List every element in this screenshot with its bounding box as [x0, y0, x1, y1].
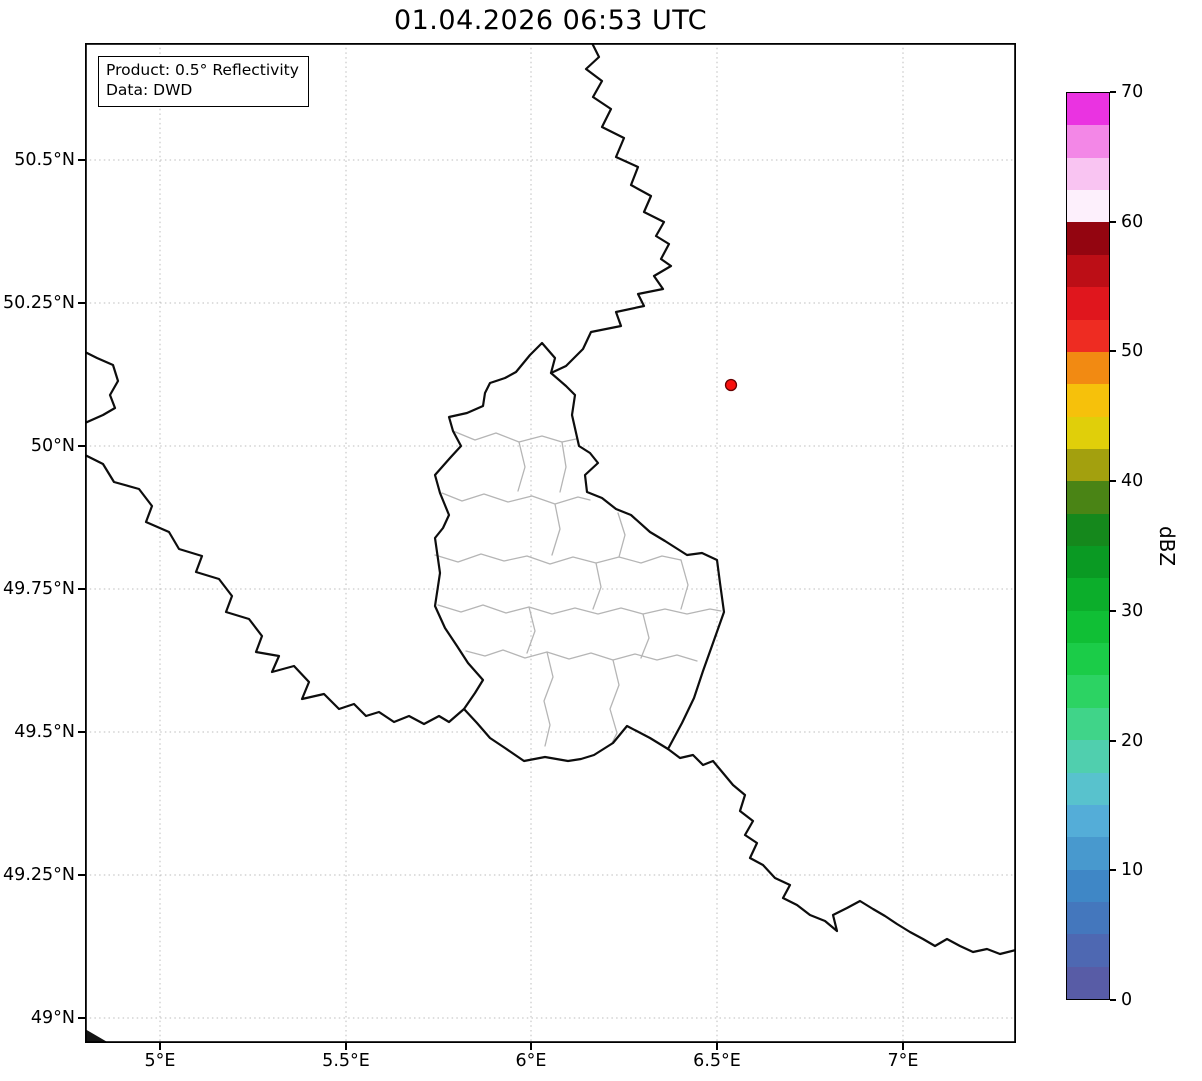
colorbar-segment [1067, 772, 1109, 805]
country-borders [85, 43, 1016, 956]
y-tick-label: 50.5°N [14, 150, 75, 170]
x-tick-label: 7°E [887, 1051, 919, 1071]
colorbar-segment [1067, 578, 1109, 611]
y-tick-mark [78, 1017, 85, 1019]
colorbar-segment [1067, 513, 1109, 547]
x-tick-mark [902, 1043, 904, 1050]
y-tick-mark [78, 445, 85, 447]
border-fragment-corner [85, 1029, 109, 1043]
border-fr-be [85, 453, 466, 726]
colorbar-segment [1067, 837, 1109, 870]
x-tick-mark [159, 1043, 161, 1050]
y-tick-mark [78, 159, 85, 161]
colorbar-segment [1067, 966, 1109, 1000]
y-tick-label: 49.5°N [14, 722, 75, 742]
colorbar-segment [1067, 610, 1109, 644]
colorbar-segment [1067, 254, 1109, 288]
figure-title: 01.04.2026 06:53 UTC [393, 5, 708, 36]
colorbar-segment [1067, 93, 1109, 126]
colorbar-segment [1067, 869, 1109, 902]
colorbar-tick-label: 70 [1110, 82, 1143, 102]
x-tick-label: 6°E [515, 1051, 547, 1071]
colorbar-tick-label: 0 [1110, 990, 1132, 1010]
x-tick-mark [530, 1043, 532, 1050]
x-tick-mark [716, 1043, 718, 1050]
colorbar-segment [1067, 416, 1109, 449]
colorbar-segment [1067, 287, 1109, 320]
map-plot: Product: 0.5° Reflectivity Data: DWD [85, 43, 1016, 1043]
colorbar-segment [1067, 707, 1109, 741]
map-canvas [85, 43, 1016, 1043]
colorbar-segment [1067, 804, 1109, 838]
border-luxembourg [433, 341, 726, 763]
colorbar-tick-label: 60 [1110, 212, 1143, 232]
colorbar-tick-label: 10 [1110, 860, 1143, 880]
y-tick-label: 49.75°N [3, 579, 75, 599]
colorbar-tick-label: 30 [1110, 601, 1143, 621]
y-tick-label: 50°N [30, 436, 75, 456]
y-tick-label: 49.25°N [3, 865, 75, 885]
colorbar-segment [1067, 934, 1109, 967]
info-product-line: Product: 0.5° Reflectivity [106, 61, 299, 79]
y-tick-label: 49°N [30, 1008, 75, 1028]
x-tick-label: 5.5°E [322, 1051, 370, 1071]
colorbar-segment [1067, 157, 1109, 191]
colorbar-segment [1067, 125, 1109, 158]
y-tick-label: 50.25°N [3, 293, 75, 313]
colorbar-segment [1067, 384, 1109, 417]
border-fragment-west [85, 350, 120, 425]
colorbar-segment [1067, 675, 1109, 708]
x-tick-label: 5°E [144, 1051, 176, 1071]
colorbar-segment [1067, 740, 1109, 773]
colorbar-segment [1067, 351, 1109, 385]
colorbar-segment [1067, 901, 1109, 935]
colorbar-unit-label: dBZ [1155, 525, 1179, 567]
radar-location-marker [724, 378, 738, 392]
colorbar-segment [1067, 481, 1109, 514]
y-tick-mark [78, 874, 85, 876]
colorbar-tick-label: 40 [1110, 471, 1143, 491]
y-tick-mark [78, 731, 85, 733]
y-tick-mark [78, 588, 85, 590]
colorbar-tick-label: 50 [1110, 341, 1143, 361]
info-source-line: Data: DWD [106, 81, 193, 100]
x-tick-mark [345, 1043, 347, 1050]
info-box: Product: 0.5° Reflectivity Data: DWD [98, 56, 309, 107]
colorbar-segment [1067, 546, 1109, 579]
colorbar-segment [1067, 222, 1109, 255]
x-tick-label: 6.5°E [693, 1051, 741, 1071]
plot-frame [85, 43, 1016, 1043]
border-be-de [549, 43, 673, 375]
colorbar-tick-label: 20 [1110, 731, 1143, 751]
y-tick-mark [78, 302, 85, 304]
district-borders [434, 430, 722, 747]
colorbar-segment [1067, 643, 1109, 676]
border-fr-de [666, 747, 1016, 956]
colorbar [1066, 92, 1110, 1000]
grid-lines [85, 43, 1016, 1043]
colorbar-segment [1067, 319, 1109, 352]
colorbar-segment [1067, 448, 1109, 482]
colorbar-segment [1067, 190, 1109, 223]
